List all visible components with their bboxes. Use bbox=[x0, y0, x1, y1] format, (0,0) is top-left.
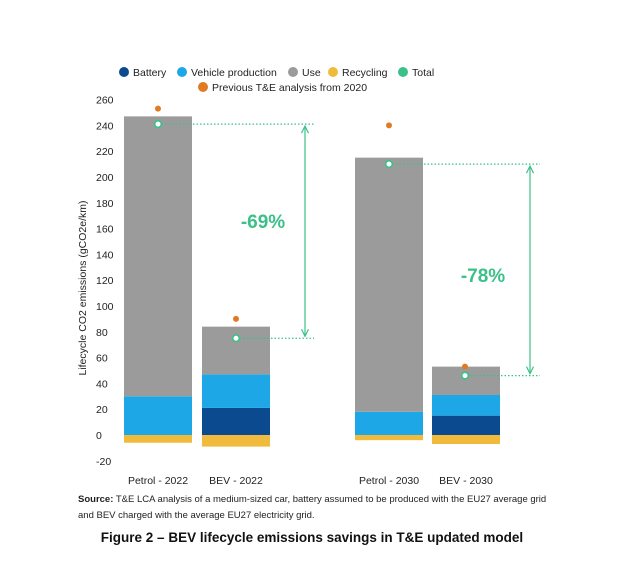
y-axis-label: Lifecycle CO2 emissions (gCO2e/km) bbox=[77, 200, 89, 375]
arrow-head-up bbox=[300, 124, 310, 134]
bar-segment-use bbox=[355, 157, 423, 412]
figure-caption: Figure 2 – BEV lifecycle emissions savin… bbox=[100, 530, 524, 545]
annotations: -69% -78% bbox=[158, 123, 540, 377]
arrow-head-down bbox=[300, 328, 310, 338]
y-tick-label: 160 bbox=[96, 224, 114, 236]
legend-label: Total bbox=[412, 67, 434, 79]
source-note: Source: T&E LCA analysis of a medium-siz… bbox=[78, 492, 558, 524]
y-tick-label: 140 bbox=[96, 249, 114, 261]
legend-swatch bbox=[177, 67, 187, 77]
y-axis-ticks: -20 0 20 40 60 80 100 120 140 160 180 200 220 240 260 bbox=[96, 95, 114, 468]
previous-analysis-marker bbox=[462, 363, 468, 370]
previous-analysis-marker bbox=[155, 105, 161, 112]
y-tick-label: 60 bbox=[96, 353, 108, 365]
y-tick-label: 20 bbox=[96, 404, 108, 416]
y-tick-label: 200 bbox=[96, 172, 114, 184]
arrow-head-down bbox=[525, 366, 535, 376]
legend-label: Use bbox=[302, 67, 321, 79]
y-tick-label: -20 bbox=[96, 456, 111, 468]
x-tick-label: BEV - 2022 bbox=[209, 475, 263, 487]
bar-segment-battery bbox=[202, 407, 270, 435]
reduction-label: -78% bbox=[461, 266, 505, 287]
bar-segment-battery bbox=[432, 415, 500, 435]
legend-label: Previous T&E analysis from 2020 bbox=[212, 82, 367, 94]
legend-label: Vehicle production bbox=[191, 67, 277, 79]
y-tick-label: 120 bbox=[96, 275, 114, 287]
legend-swatch bbox=[288, 67, 298, 77]
total-marker bbox=[384, 160, 394, 169]
y-tick-label: 220 bbox=[96, 146, 114, 158]
y-tick-label: 40 bbox=[96, 378, 108, 390]
y-tick-label: 240 bbox=[96, 120, 114, 132]
bar-segment-vehicle-production bbox=[202, 374, 270, 408]
bars bbox=[124, 116, 500, 447]
x-axis-ticks: Petrol - 2022 BEV - 2022 Petrol - 2030 BEV … bbox=[128, 475, 493, 487]
reduction-label: -69% bbox=[241, 212, 285, 233]
source-label: Source: bbox=[78, 494, 114, 505]
y-tick-label: 0 bbox=[96, 430, 102, 442]
legend-label: Recycling bbox=[342, 67, 388, 79]
previous-analysis-marker bbox=[233, 315, 239, 322]
legend-swatch bbox=[119, 67, 129, 77]
bar-segment-use bbox=[124, 116, 192, 397]
bar-segment-vehicle-production bbox=[355, 411, 423, 435]
legend-label: Battery bbox=[133, 67, 167, 79]
x-tick-label: Petrol - 2022 bbox=[128, 475, 188, 487]
bar-segment-recycling bbox=[355, 435, 423, 441]
markers bbox=[153, 105, 470, 380]
legend: Battery Vehicle production Use Recycling Tot… bbox=[119, 67, 434, 94]
total-marker bbox=[231, 334, 241, 343]
bar-segment-use bbox=[202, 326, 270, 375]
total-marker bbox=[460, 371, 470, 380]
legend-swatch bbox=[328, 67, 338, 77]
legend-swatch bbox=[198, 82, 208, 92]
legend-swatch bbox=[398, 67, 408, 77]
y-tick-label: 260 bbox=[96, 95, 114, 107]
source-text: T&E LCA analysis of a medium-sized car, … bbox=[78, 494, 547, 521]
x-tick-label: Petrol - 2030 bbox=[359, 475, 419, 487]
previous-analysis-marker bbox=[386, 122, 392, 129]
bar-segment-use bbox=[432, 366, 500, 396]
bar-segment-recycling bbox=[124, 435, 192, 443]
bar-segment-vehicle-production bbox=[432, 395, 500, 416]
x-tick-label: BEV - 2030 bbox=[439, 475, 493, 487]
bar-segment-recycling bbox=[432, 435, 500, 445]
y-tick-label: 180 bbox=[96, 198, 114, 210]
y-tick-label: 100 bbox=[96, 301, 114, 313]
y-tick-label: 80 bbox=[96, 327, 108, 339]
emissions-chart: Battery Vehicle production Use Recycling Tot… bbox=[77, 67, 540, 487]
arrow-head-up bbox=[525, 164, 535, 174]
bar-segment-vehicle-production bbox=[124, 396, 192, 435]
bar-segment-recycling bbox=[202, 435, 270, 447]
total-marker bbox=[153, 120, 163, 129]
